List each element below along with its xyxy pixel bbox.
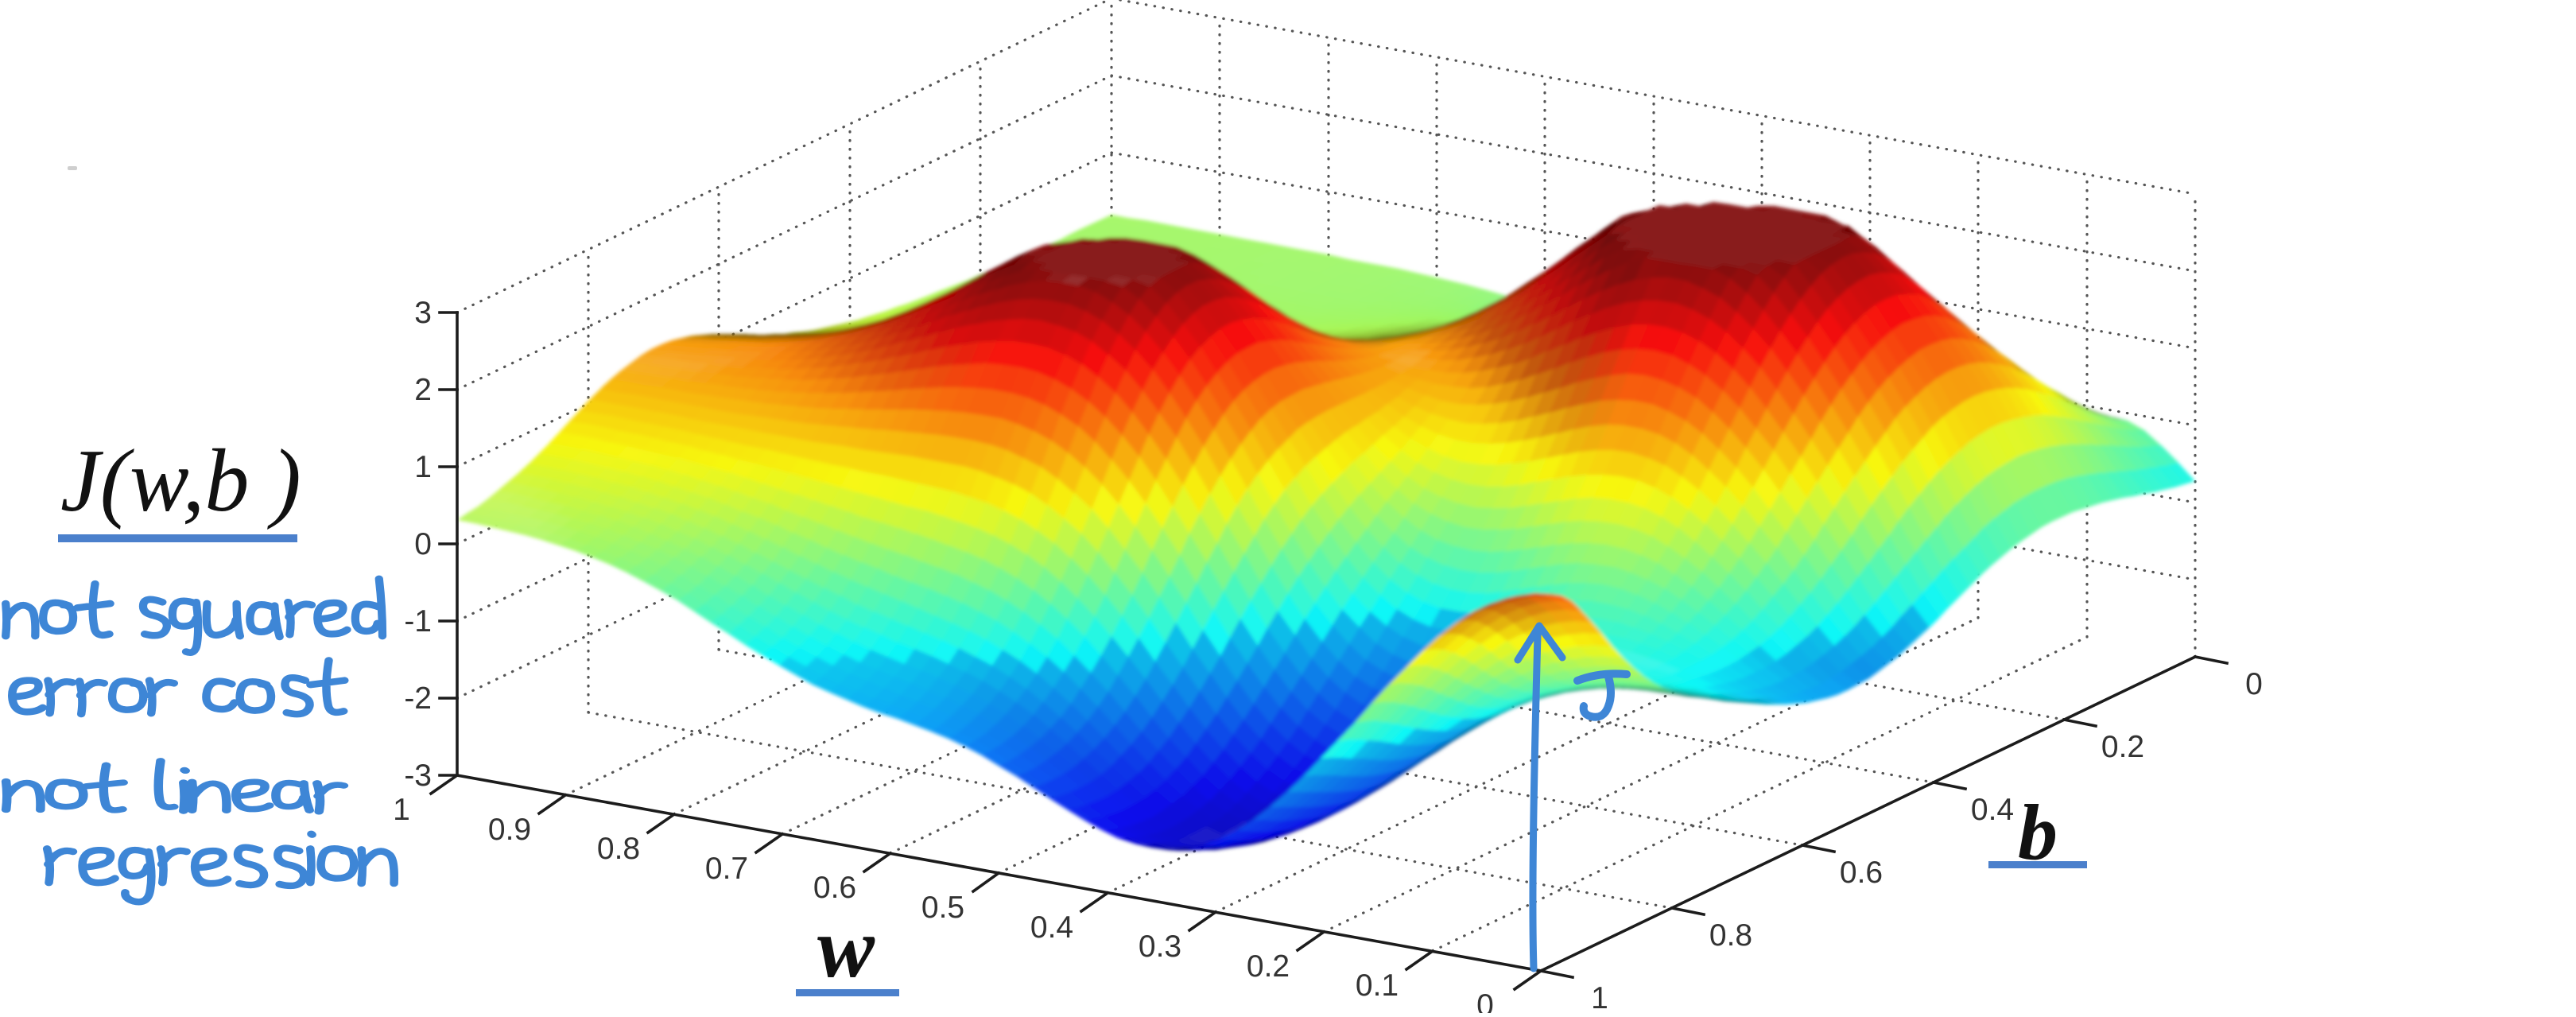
svg-text:0.6: 0.6	[813, 871, 856, 905]
svg-text:J(w,b ): J(w,b )	[60, 432, 301, 530]
svg-text:1: 1	[414, 450, 432, 484]
svg-text:-1: -1	[404, 604, 432, 639]
svg-text:0.9: 0.9	[488, 813, 531, 847]
svg-text:0: 0	[1476, 988, 1494, 1013]
svg-text:0.6: 0.6	[1840, 856, 1883, 890]
svg-text:0.3: 0.3	[1139, 930, 1181, 964]
svg-text:0.4: 0.4	[1030, 910, 1073, 945]
svg-text:0: 0	[2245, 667, 2263, 701]
svg-text:2: 2	[414, 373, 432, 407]
svg-text:-3: -3	[404, 759, 432, 793]
svg-text:0.1: 0.1	[1356, 968, 1399, 1003]
svg-text:0.8: 0.8	[1709, 918, 1752, 953]
svg-text:0: 0	[414, 527, 432, 561]
svg-text:1: 1	[1591, 981, 1608, 1013]
svg-text:0.8: 0.8	[597, 832, 640, 866]
svg-text:w: w	[817, 901, 875, 996]
svg-text:1: 1	[393, 793, 410, 827]
svg-text:0.7: 0.7	[705, 852, 748, 886]
svg-text:0.5: 0.5	[921, 891, 964, 925]
svg-text:0.2: 0.2	[1247, 949, 1290, 984]
svg-text:-2: -2	[404, 681, 432, 716]
svg-text:3: 3	[414, 296, 432, 330]
svg-text:0.4: 0.4	[1971, 793, 2014, 827]
svg-text:0.2: 0.2	[2101, 730, 2144, 764]
